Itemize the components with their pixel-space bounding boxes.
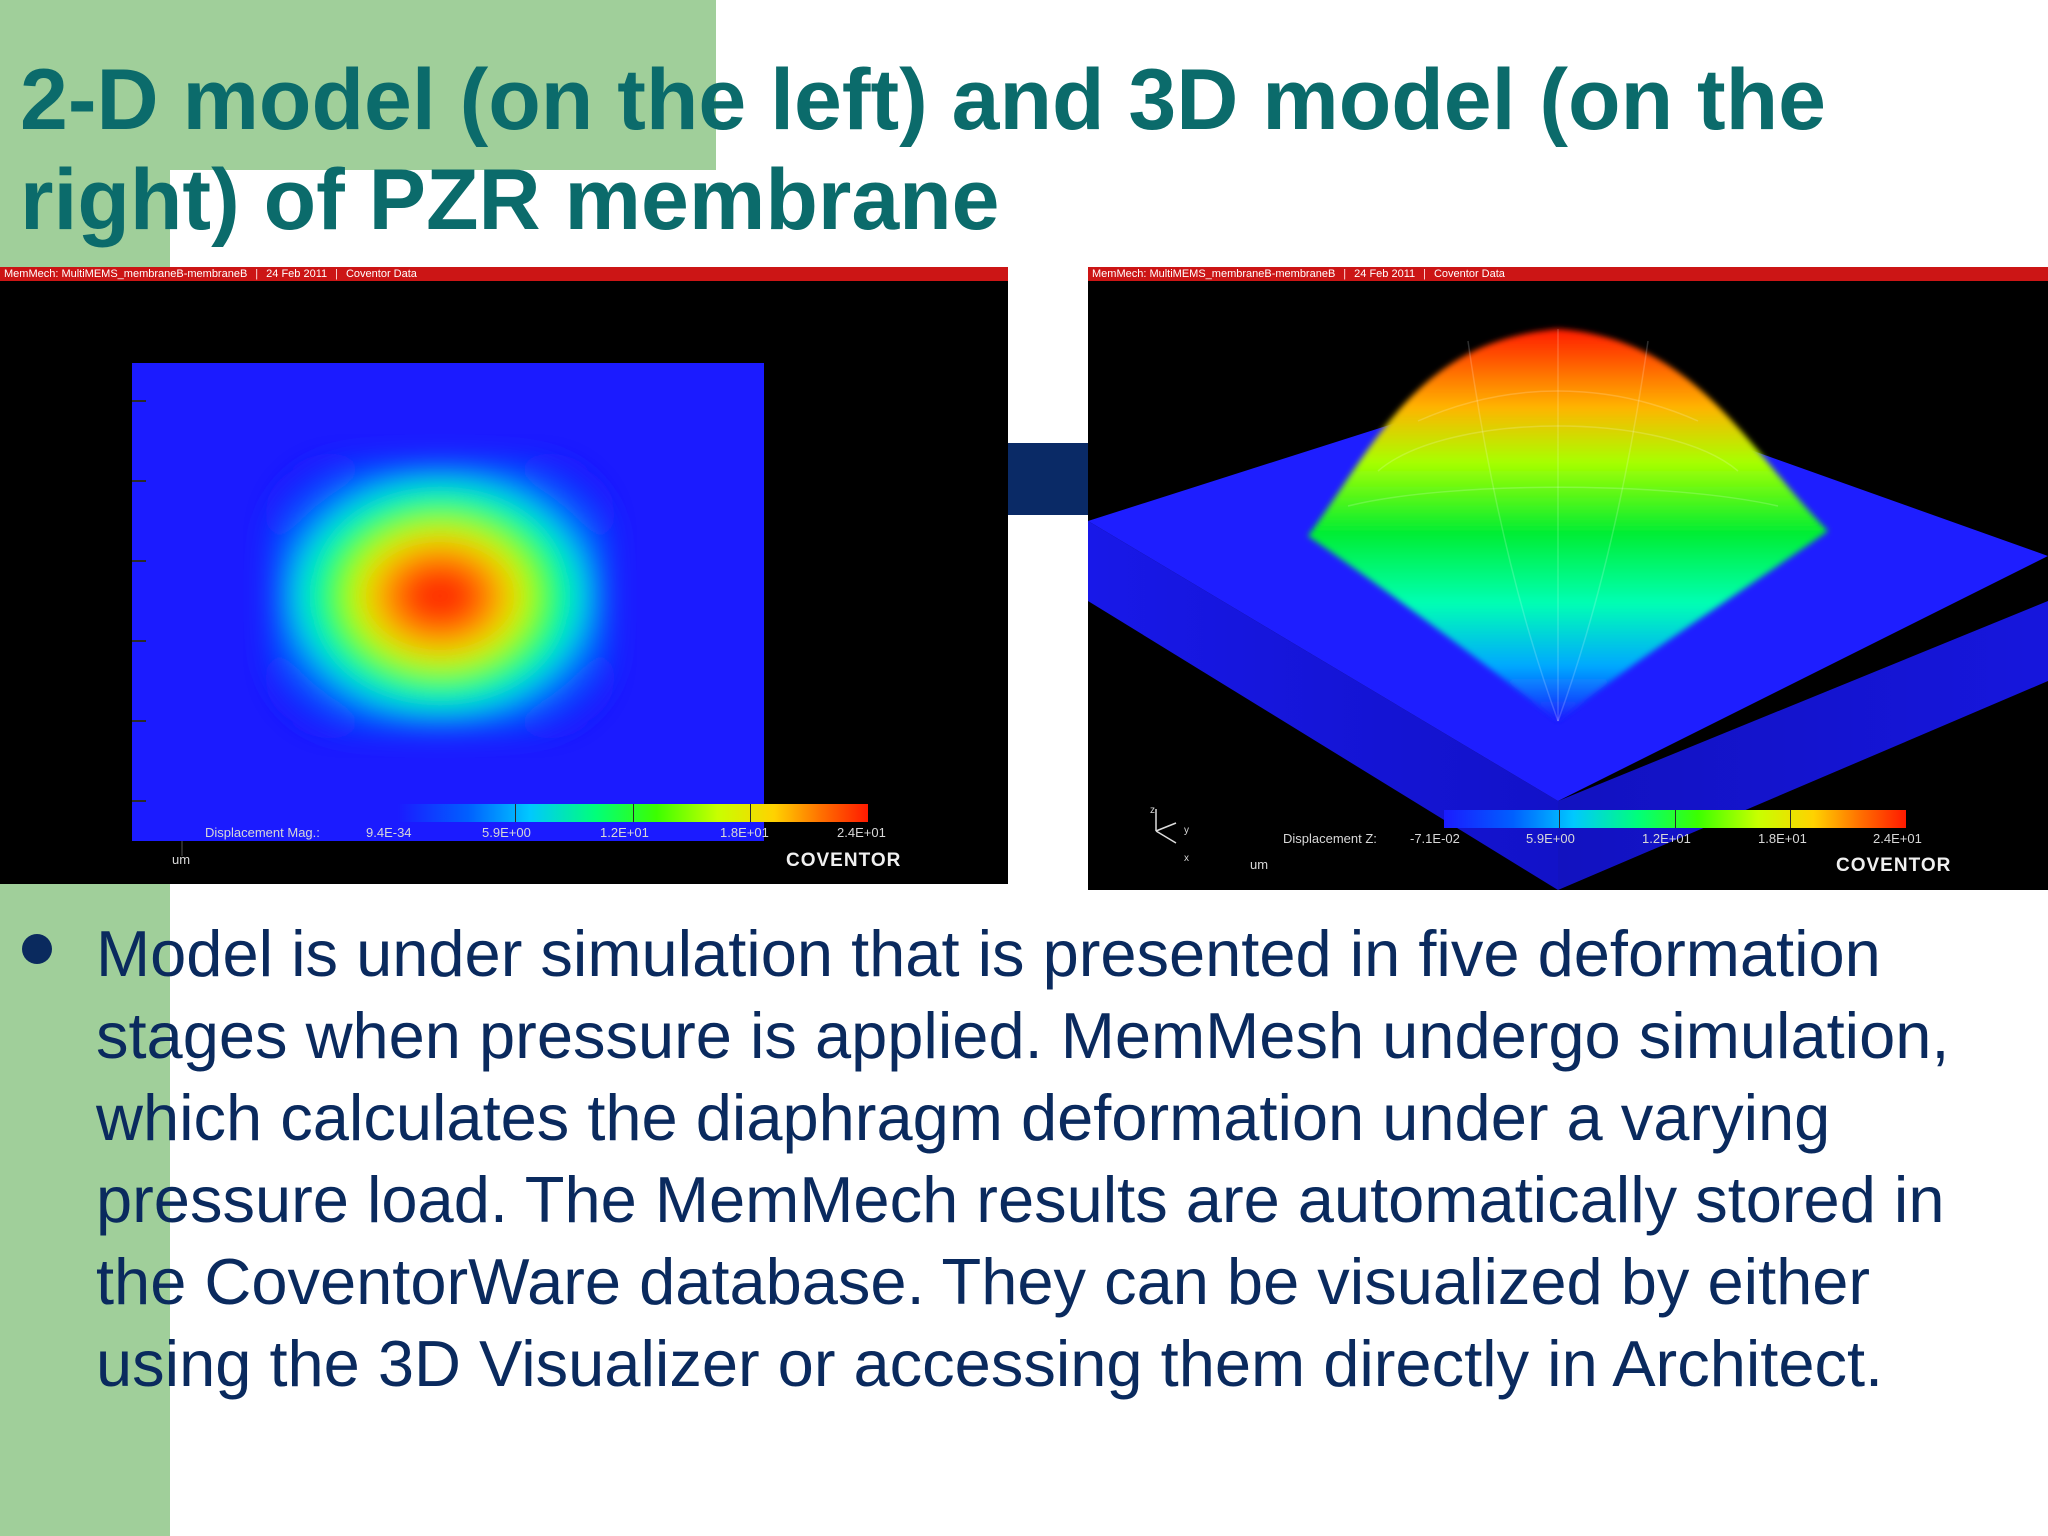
legend-label: Displacement Z: bbox=[1283, 831, 1377, 846]
colorbar-3d bbox=[1444, 810, 1906, 828]
colorbar-tick-label: 2.4E+01 bbox=[837, 825, 886, 840]
colorbar-2d bbox=[398, 804, 868, 822]
visualizer-titlebar: MemMech: MultiMEMS_membraneB-membraneB | 2… bbox=[0, 267, 1008, 281]
colorbar-tick-label: 1.8E+01 bbox=[1758, 831, 1807, 846]
colorbar-tick-label: 1.2E+01 bbox=[600, 825, 649, 840]
axis-label-z: z bbox=[1150, 805, 1155, 816]
coventor-logo: COVENTOR bbox=[786, 850, 902, 871]
bullet-icon bbox=[22, 934, 52, 964]
titlebar-date: 24 Feb 2011 bbox=[266, 268, 328, 280]
slide-title: 2-D model (on the left) and 3D model (on… bbox=[20, 52, 1826, 248]
titlebar-source: Coventor Data bbox=[1433, 268, 1505, 280]
coventor-logo: COVENTOR bbox=[1836, 855, 1952, 876]
colorbar-tick-label: 1.2E+01 bbox=[1642, 831, 1691, 846]
titlebar-source: Coventor Data bbox=[345, 268, 417, 280]
membrane-2d-contour-plot bbox=[132, 363, 764, 856]
visualizer-titlebar: MemMech: MultiMEMS_membraneB-membraneB | 2… bbox=[1088, 267, 2048, 281]
unit-label: um bbox=[1250, 857, 1269, 872]
decor-connector-block bbox=[1008, 443, 1088, 515]
visualizer-2d-panel: MemMech: MultiMEMS_membraneB-membraneB | 2… bbox=[0, 267, 1008, 884]
unit-label: um bbox=[172, 852, 191, 867]
visualizer-3d-panel: MemMech: MultiMEMS_membraneB-membraneB | 2… bbox=[1088, 267, 2048, 890]
colorbar-tick-label: -7.1E-02 bbox=[1410, 831, 1460, 846]
colorbar-tick-label: 5.9E+00 bbox=[482, 825, 531, 840]
colorbar-tick-label: 2.4E+01 bbox=[1873, 831, 1922, 846]
colorbar-tick-label: 1.8E+01 bbox=[720, 825, 769, 840]
legend-label: Displacement Mag.: bbox=[205, 825, 320, 840]
colorbar-tick-label: 9.4E-34 bbox=[366, 825, 412, 840]
bullet-text: Model is under simulation that is presen… bbox=[96, 917, 1950, 1400]
titlebar-model-name: MemMech: MultiMEMS_membraneB-membraneB bbox=[1092, 268, 1336, 280]
decor-green-block-top bbox=[0, 0, 716, 170]
titlebar-date: 24 Feb 2011 bbox=[1354, 268, 1416, 280]
membrane-3d-surface-plot bbox=[1088, 329, 2048, 890]
axis-label-y: y bbox=[1184, 825, 1189, 836]
axis-label-x: x bbox=[1184, 853, 1189, 864]
colorbar-tick-label: 5.9E+00 bbox=[1526, 831, 1575, 846]
titlebar-model-name: MemMech: MultiMEMS_membraneB-membraneB bbox=[4, 268, 248, 280]
